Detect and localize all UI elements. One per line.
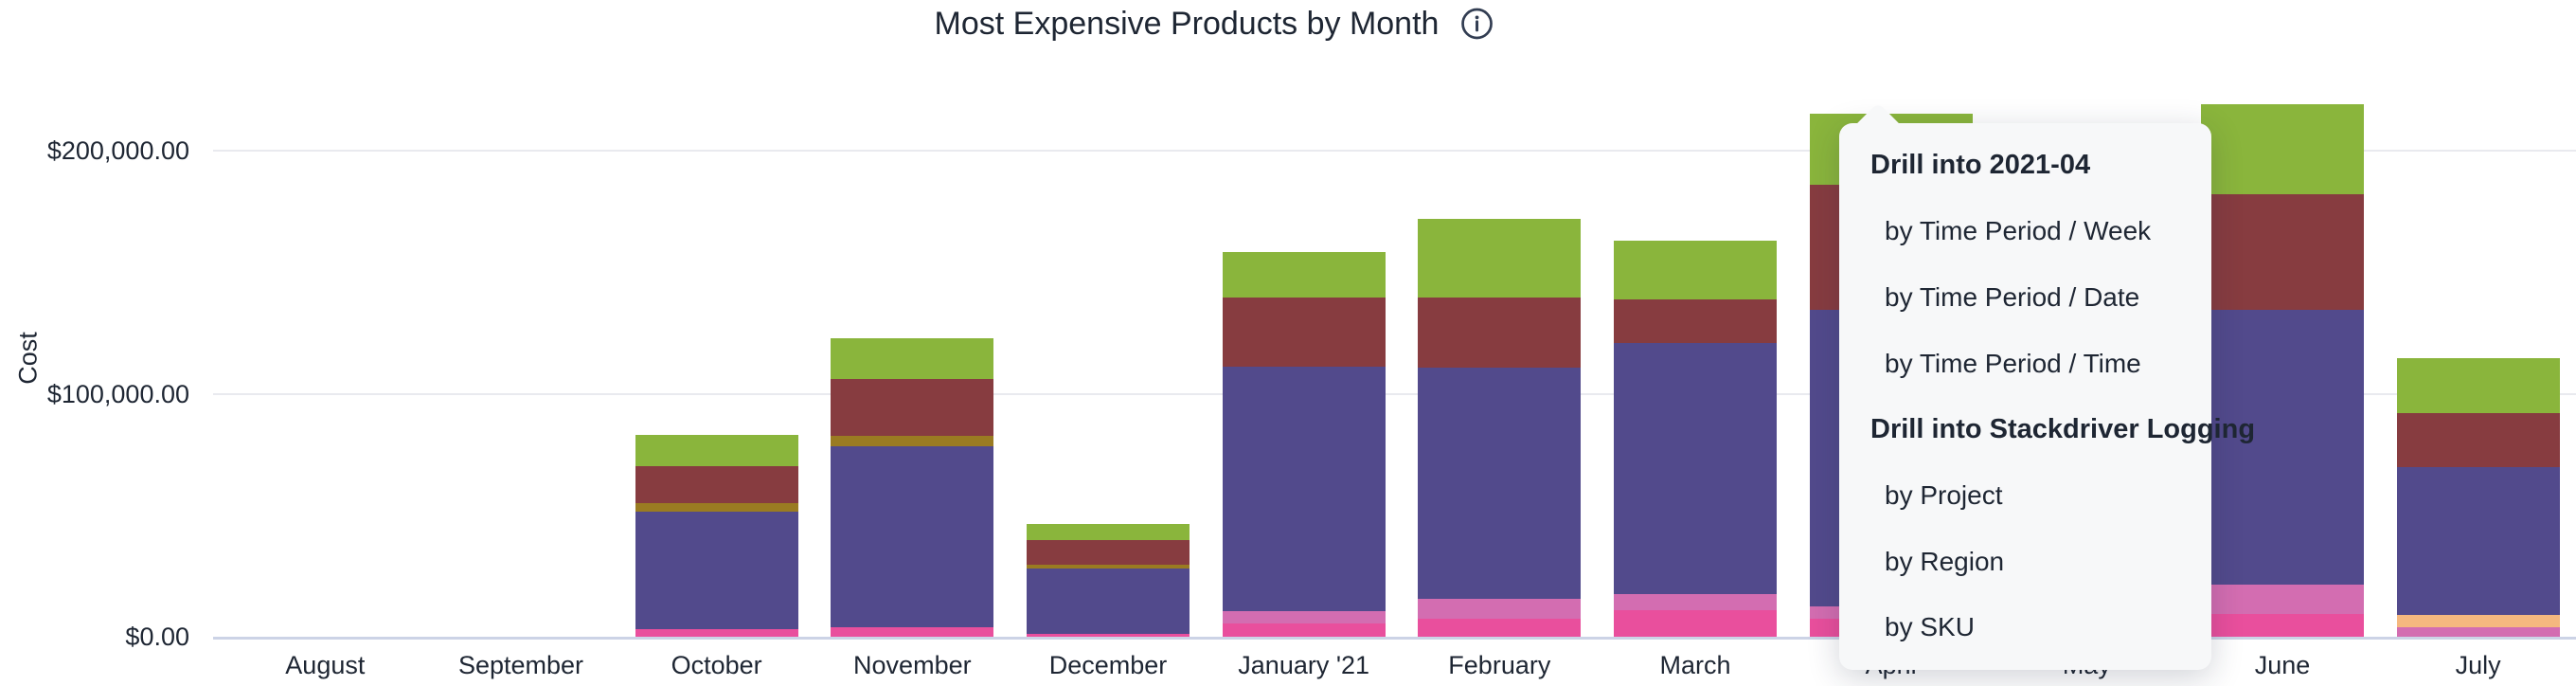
y-axis-title: Cost <box>13 332 43 385</box>
menu-item-by-project[interactable]: by Project <box>1885 479 2003 510</box>
bar-segment-february-maroon[interactable] <box>1418 297 1582 369</box>
bar-segment-june-green[interactable] <box>2201 104 2364 194</box>
bar-segment-march-maroon[interactable] <box>1614 299 1777 344</box>
bar-segment-january-21-hot-pink[interactable] <box>1222 623 1386 637</box>
menu-header-drill-into-stackdriver-logging: Drill into Stackdriver Logging <box>1870 413 2256 444</box>
menu-item-by-time-period-week[interactable]: by Time Period / Week <box>1885 216 2152 246</box>
bar-segment-november-purple[interactable] <box>831 445 994 627</box>
bar-segment-february-green[interactable] <box>1418 218 1582 298</box>
menu-item-by-time-period-time[interactable]: by Time Period / Time <box>1885 348 2141 378</box>
bar-segment-july-orange[interactable] <box>2396 614 2560 627</box>
x-axis-label-october: October <box>671 651 762 679</box>
bar-segment-december-green[interactable] <box>1027 523 1190 540</box>
menu-header-drill-into-2021-04: Drill into 2021-04 <box>1870 150 2091 181</box>
bar-segment-march-hot-pink[interactable] <box>1614 610 1777 637</box>
bar-segment-december-purple[interactable] <box>1027 568 1190 634</box>
bar-segment-december-hot-pink[interactable] <box>1027 633 1190 637</box>
bar-segment-october-olive[interactable] <box>635 502 798 512</box>
y-tick-label: $100,000.00 <box>46 379 189 408</box>
bar-segment-november-olive[interactable] <box>831 435 994 446</box>
x-axis-label-november: November <box>853 651 972 679</box>
menu-item-by-sku[interactable]: by SKU <box>1885 612 1975 642</box>
x-axis-label-june: June <box>2254 651 2311 679</box>
bar-segment-june-maroon[interactable] <box>2201 193 2364 310</box>
x-axis-label-august: August <box>285 651 366 679</box>
menu-item-by-region[interactable]: by Region <box>1885 546 2005 576</box>
bar-segment-june-purple[interactable] <box>2201 309 2364 585</box>
bar-segment-january-21-orchid[interactable] <box>1222 610 1386 623</box>
bar-march[interactable] <box>1614 241 1777 637</box>
bar-december[interactable] <box>1027 523 1190 637</box>
menu-item-by-time-period-date[interactable]: by Time Period / Date <box>1885 282 2140 313</box>
x-axis-label-december: December <box>1048 651 1168 679</box>
bar-november[interactable] <box>831 337 994 637</box>
bar-segment-december-olive[interactable] <box>1027 564 1190 569</box>
bar-february[interactable] <box>1418 218 1582 637</box>
bar-segment-july-green[interactable] <box>2396 358 2560 414</box>
bar-segment-january-21-maroon[interactable] <box>1222 297 1386 367</box>
bar-segment-october-purple[interactable] <box>635 511 798 630</box>
bar-segment-december-maroon[interactable] <box>1027 539 1190 565</box>
y-tick-label: $200,000.00 <box>46 136 189 165</box>
bar-segment-july-maroon[interactable] <box>2396 413 2560 467</box>
bar-segment-february-purple[interactable] <box>1418 368 1582 599</box>
bar-segment-october-hot-pink[interactable] <box>635 629 798 637</box>
info-icon[interactable] <box>1459 7 1494 41</box>
bar-segment-october-green[interactable] <box>635 434 798 466</box>
x-axis-label-march: March <box>1659 651 1731 679</box>
bar-segment-february-orchid[interactable] <box>1418 598 1582 619</box>
x-axis-label-january-21: January '21 <box>1238 651 1370 679</box>
x-axis-label-july: July <box>2455 651 2501 679</box>
bar-segment-march-green[interactable] <box>1614 241 1777 300</box>
chart-header: Most Expensive Products by Month <box>935 0 1494 47</box>
x-axis-line <box>213 637 2576 640</box>
bar-segment-june-hot-pink[interactable] <box>2201 613 2364 637</box>
bar-october[interactable] <box>635 434 798 637</box>
bar-june[interactable] <box>2201 104 2364 637</box>
drill-down-menu: Drill into 2021-04 by Time Period / Week b… <box>1839 102 2256 670</box>
bar-segment-march-purple[interactable] <box>1614 343 1777 595</box>
bar-segment-march-orchid[interactable] <box>1614 594 1777 610</box>
bar-segment-october-maroon[interactable] <box>635 465 798 503</box>
y-tick-label: $0.00 <box>125 623 189 651</box>
bar-segment-january-21-green[interactable] <box>1222 251 1386 298</box>
bar-segment-february-hot-pink[interactable] <box>1418 618 1582 637</box>
gridline-200000 <box>213 150 2576 152</box>
bar-july[interactable] <box>2396 358 2560 637</box>
bar-segment-july-purple[interactable] <box>2396 466 2560 615</box>
page-title: Most Expensive Products by Month <box>934 5 1440 42</box>
bar-segment-july-orchid[interactable] <box>2396 626 2560 637</box>
bar-segment-november-hot-pink[interactable] <box>831 626 994 637</box>
x-axis-label-september: September <box>457 651 584 679</box>
x-axis-label-february: February <box>1448 651 1551 679</box>
gridline-100000 <box>213 392 2576 395</box>
bar-segment-november-maroon[interactable] <box>831 378 994 436</box>
bar-segment-june-orchid[interactable] <box>2201 584 2364 614</box>
bar-segment-january-21-purple[interactable] <box>1222 366 1386 611</box>
bar-january-21[interactable] <box>1222 251 1386 637</box>
bar-segment-november-green[interactable] <box>831 337 994 379</box>
